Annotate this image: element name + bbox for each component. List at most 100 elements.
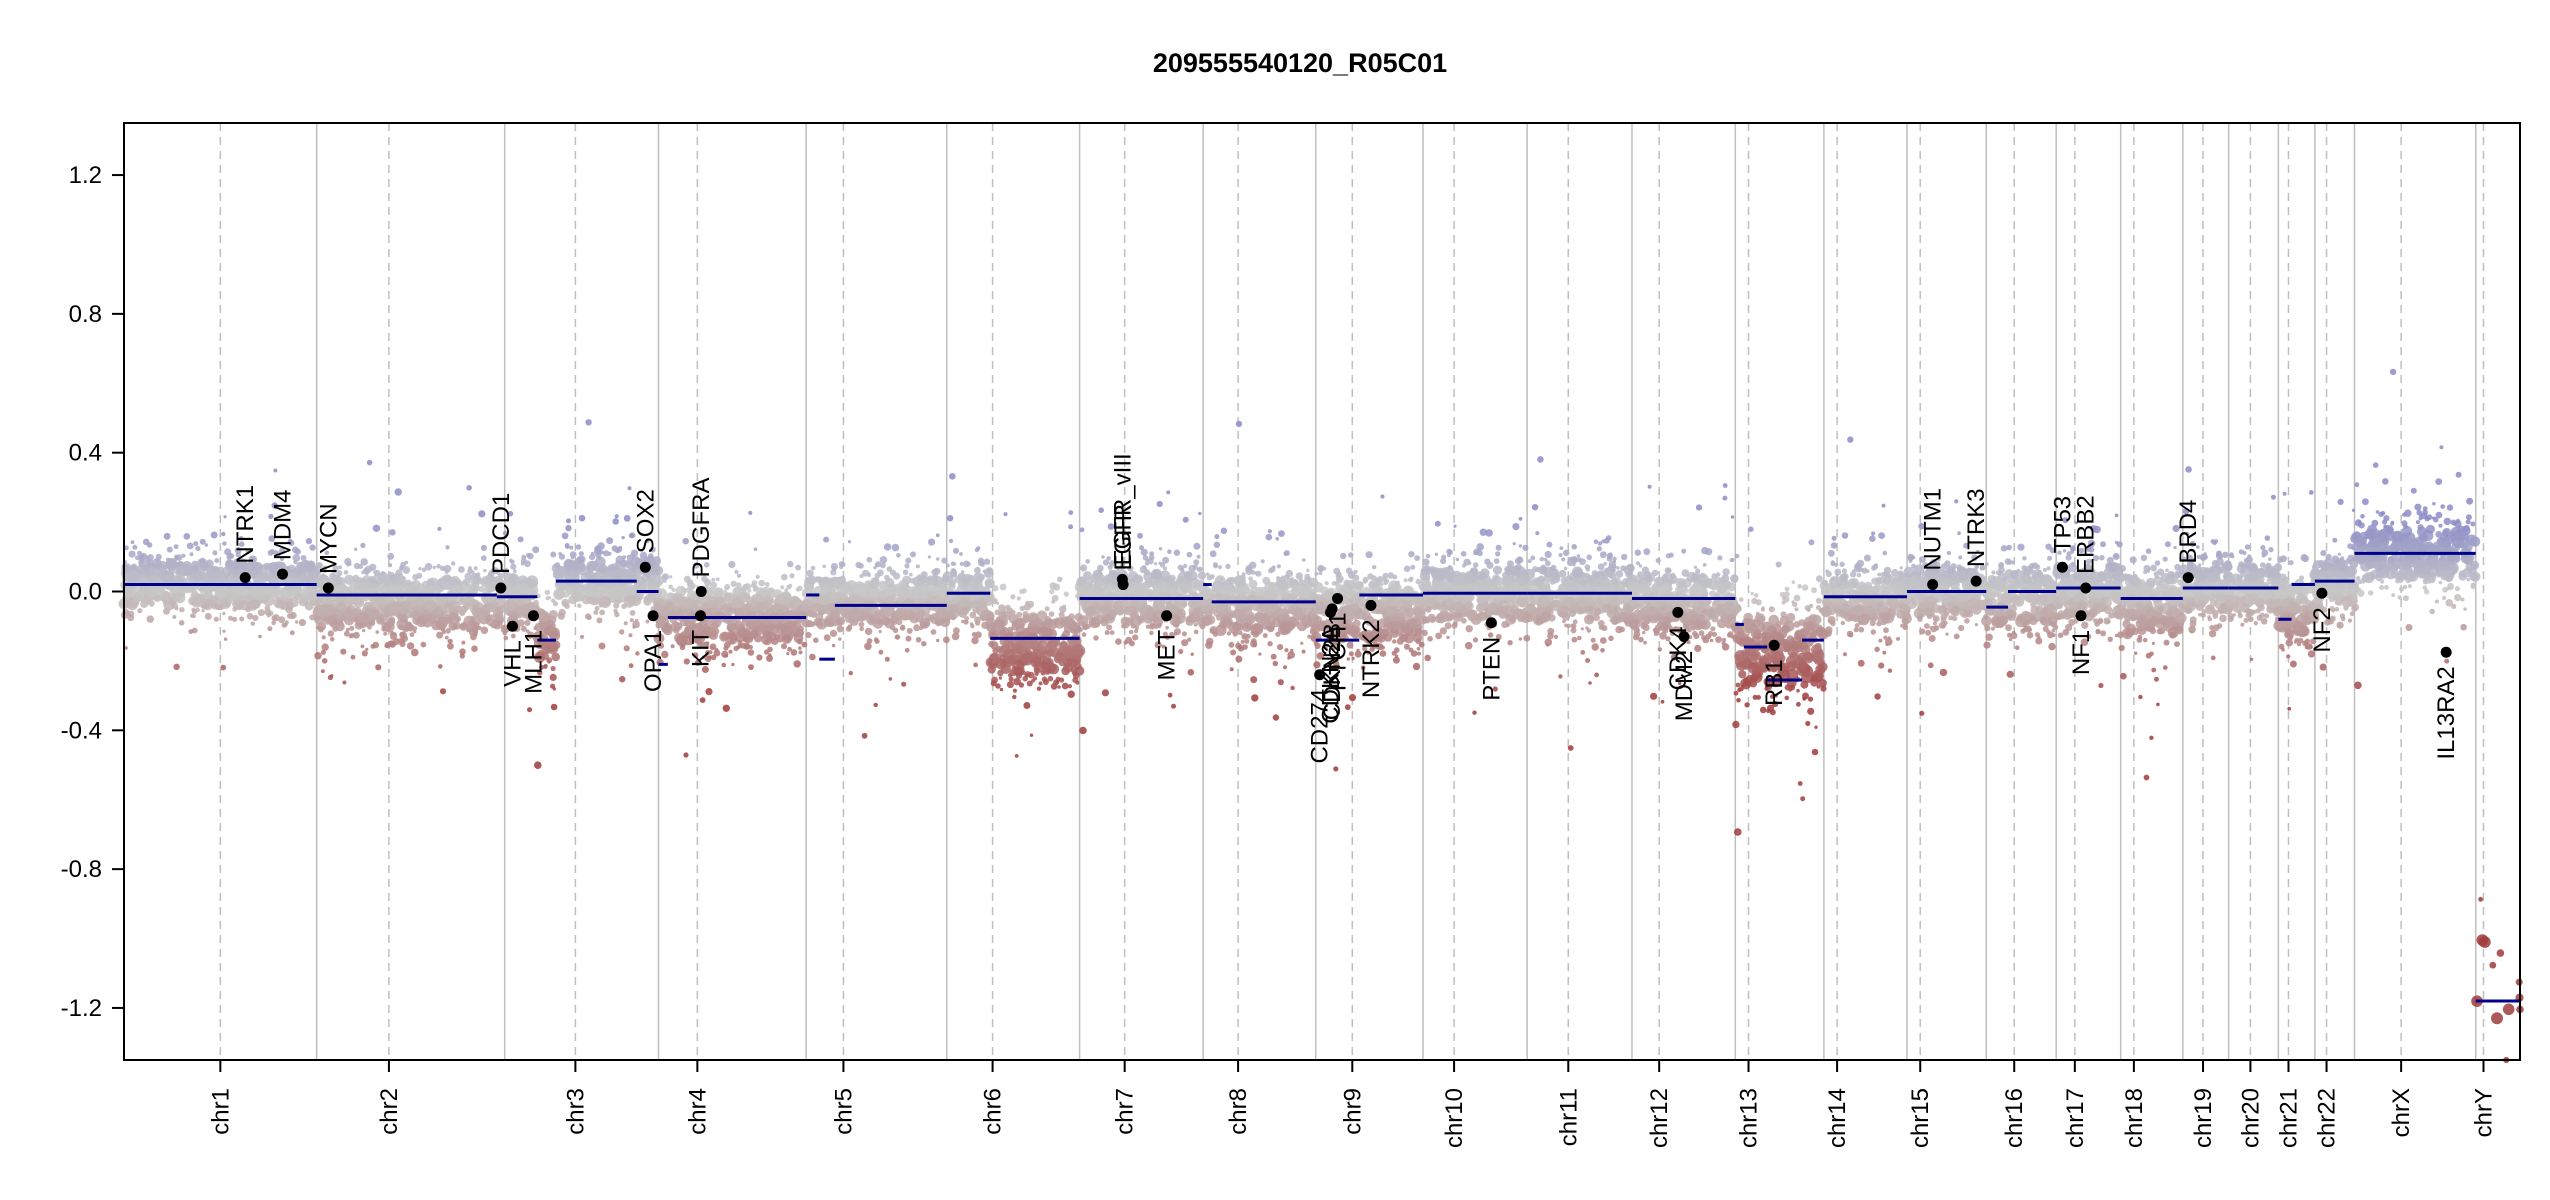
probe-point (1082, 582, 1091, 591)
probe-point (375, 664, 382, 671)
probe-point (1395, 580, 1400, 585)
probe-point (1277, 679, 1284, 686)
probe-point (1140, 602, 1148, 611)
probe-point (1130, 611, 1140, 620)
probe-point (983, 568, 994, 579)
probe-point (448, 600, 460, 613)
probe-point (250, 621, 255, 626)
probe-point (948, 538, 954, 544)
probe-point (1254, 613, 1262, 622)
probe-point (402, 566, 411, 574)
probe-point (271, 620, 277, 626)
probe-point (792, 597, 802, 607)
probe-point (786, 652, 790, 656)
probe-point (1206, 637, 1214, 646)
probe-point (1228, 641, 1235, 648)
probe-point (317, 626, 324, 633)
probe-point (273, 468, 278, 473)
probe-point (347, 611, 355, 618)
probe-point (1115, 638, 1122, 645)
probe-point (389, 631, 395, 636)
probe-point (345, 562, 351, 567)
probe-point (1351, 656, 1355, 661)
probe-point (1372, 565, 1377, 570)
probe-point (577, 603, 582, 608)
probe-point (1211, 582, 1221, 592)
probe-point (721, 650, 729, 658)
probe-point (1072, 677, 1079, 684)
probe-point (510, 633, 516, 639)
probe-point (160, 568, 168, 576)
probe-point (752, 586, 758, 592)
probe-point (432, 565, 436, 570)
probe-point (1233, 608, 1245, 621)
probe-point (1495, 544, 1502, 551)
probe-point (763, 649, 770, 655)
probe-point (1345, 567, 1353, 575)
probe-point (142, 538, 150, 546)
probe-point (963, 619, 968, 625)
probe-point (368, 619, 376, 627)
probe-point (1031, 678, 1035, 683)
probe-point (130, 540, 135, 545)
probe-point (1181, 639, 1189, 647)
probe-point (1577, 597, 1589, 608)
probe-point (1493, 580, 1503, 591)
probe-point (635, 651, 640, 656)
probe-point (1335, 576, 1343, 584)
probe-point (651, 565, 659, 573)
probe-point (1232, 631, 1238, 637)
probe-point (365, 647, 369, 651)
probe-point (444, 616, 452, 624)
probe-point (596, 555, 602, 560)
probe-point (613, 569, 623, 580)
probe-point (564, 542, 570, 548)
probe-point (1235, 420, 1243, 428)
probe-point (178, 620, 185, 626)
probe-point (1439, 627, 1447, 635)
probe-point (806, 600, 813, 607)
probe-point (1267, 625, 1275, 633)
probe-point (321, 658, 328, 664)
probe-point (477, 625, 482, 631)
probe-point (418, 567, 422, 571)
probe-point (1567, 559, 1575, 567)
probe-point (1348, 552, 1354, 558)
probe-point (457, 597, 466, 606)
probe-point (480, 555, 487, 561)
probe-point (910, 551, 916, 558)
probe-point (1550, 564, 1557, 571)
probe-point (976, 546, 981, 551)
probe-point (1306, 568, 1310, 573)
probe-point (578, 555, 586, 563)
probe-point (949, 473, 956, 480)
probe-point (445, 628, 451, 634)
probe-point (473, 566, 478, 571)
probe-point (329, 637, 335, 642)
probe-point (1209, 550, 1217, 558)
probe-point (1434, 552, 1439, 556)
probe-point (736, 645, 741, 650)
probe-point (754, 619, 761, 626)
probe-point (1530, 555, 1536, 561)
probe-point (1505, 613, 1517, 625)
probe-point (1457, 574, 1470, 586)
probe-point (1289, 578, 1293, 582)
probe-point (271, 615, 278, 622)
probe-point (1152, 586, 1160, 594)
probe-point (1596, 546, 1602, 552)
probe-point (1225, 563, 1231, 570)
probe-point (1287, 656, 1291, 660)
probe-point (558, 608, 566, 617)
probe-point (1570, 627, 1577, 634)
probe-point (462, 578, 471, 587)
probe-point (1293, 607, 1304, 618)
probe-point (1440, 558, 1447, 565)
probe-point (1346, 579, 1356, 590)
probe-point (878, 629, 882, 634)
probe-point (1277, 607, 1284, 615)
probe-point (360, 542, 366, 549)
probe-point (1591, 643, 1599, 651)
probe-point (585, 419, 592, 426)
probe-point (620, 559, 628, 567)
